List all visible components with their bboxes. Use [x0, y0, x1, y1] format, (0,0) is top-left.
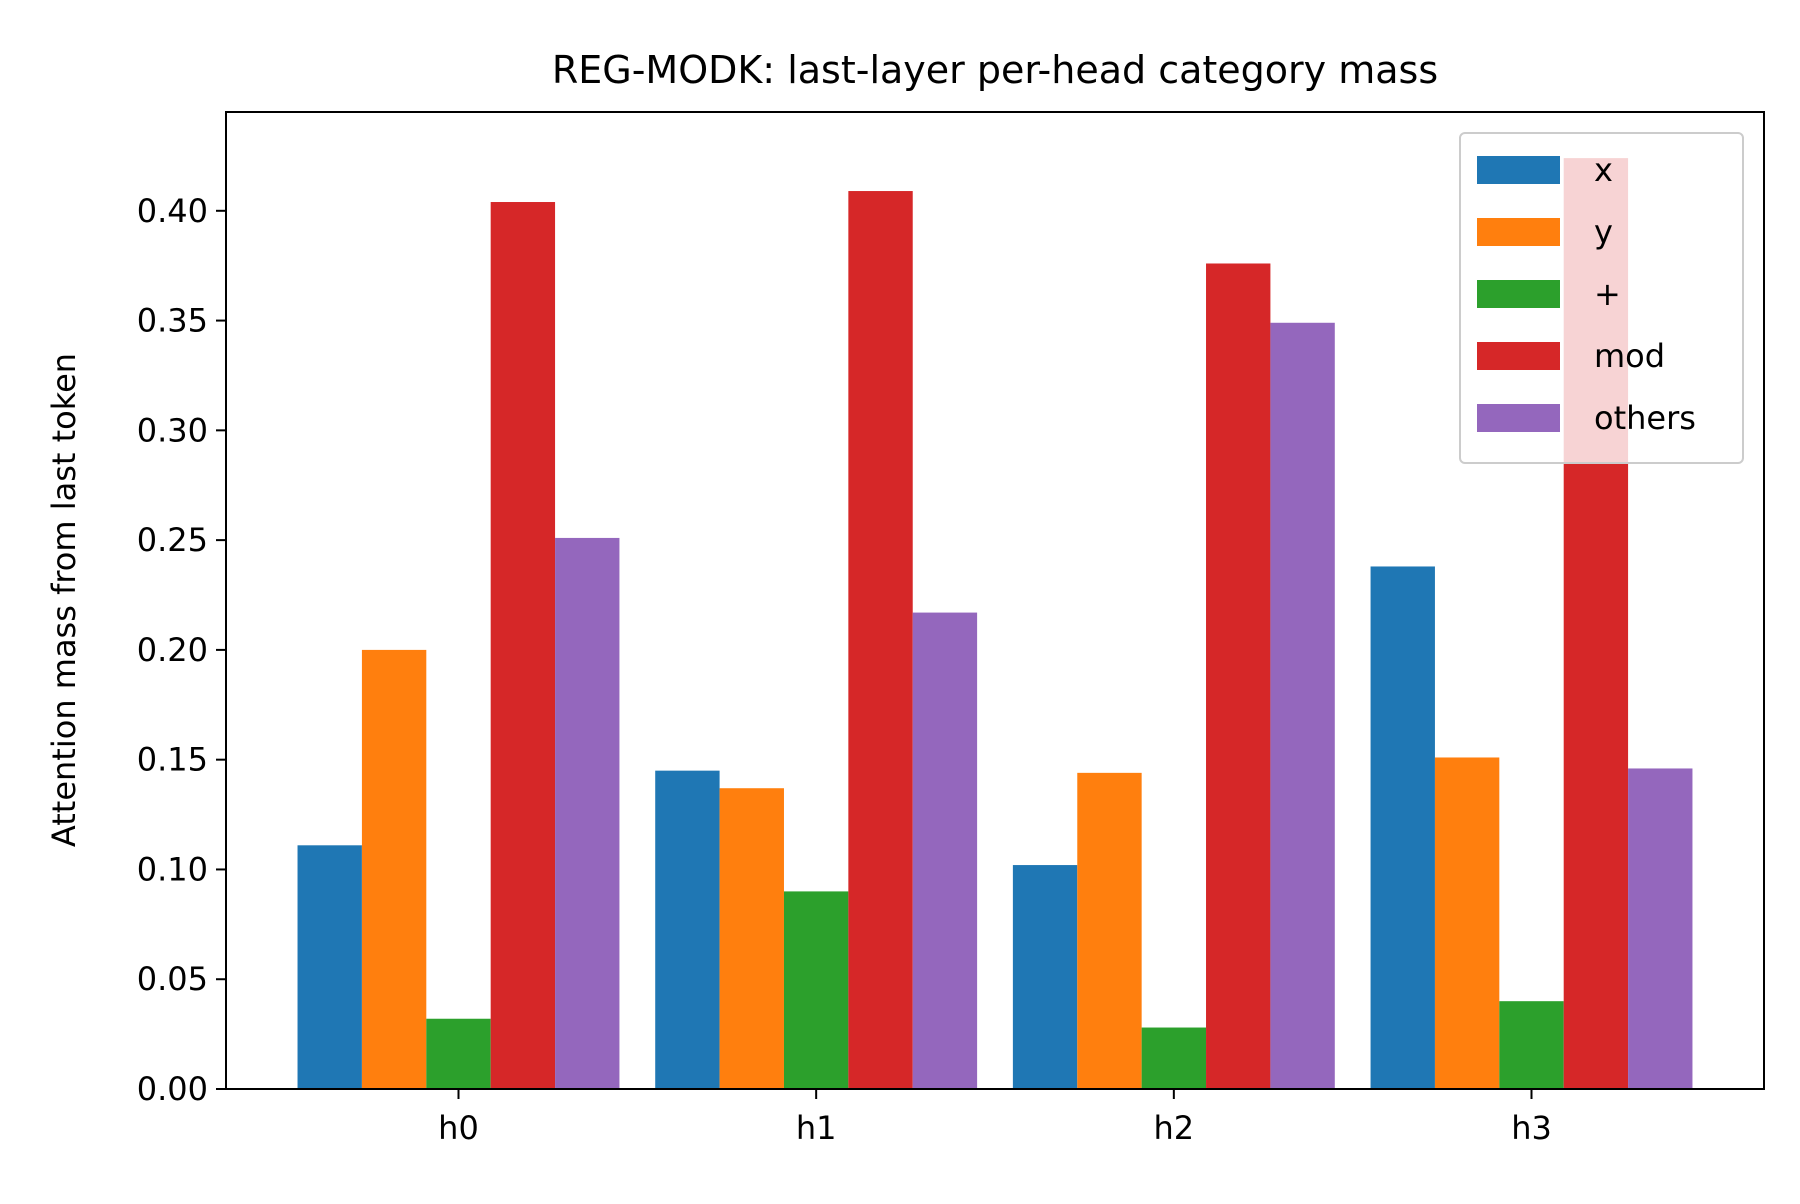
- y-tick-label: 0.20: [137, 631, 208, 669]
- legend-swatch-others: [1477, 404, 1560, 432]
- axes-frame: [225, 111, 1765, 1090]
- y-tick-label: 0.05: [137, 960, 208, 998]
- bar-mod-h0: [490, 202, 556, 1089]
- bar-others-h1: [912, 612, 978, 1089]
- x-tick-label: h1: [796, 1109, 837, 1147]
- legend-label-+: +: [1594, 275, 1621, 313]
- legend-label-mod: mod: [1594, 337, 1665, 375]
- bar-+-h3: [1499, 1001, 1564, 1089]
- bar-x-h1: [655, 770, 720, 1089]
- bar-mod-h2: [1206, 263, 1271, 1089]
- bar-y-h3: [1434, 757, 1500, 1089]
- y-axis-label: Attention mass from last token: [45, 353, 83, 847]
- bar-x-h3: [1370, 566, 1435, 1089]
- chart-title: REG-MODK: last-layer per-head category m…: [552, 48, 1438, 92]
- legend-swatch-x: [1477, 156, 1560, 184]
- legend-label-y: y: [1594, 213, 1613, 251]
- y-tick-label: 0.30: [137, 411, 208, 449]
- bar-y-h0: [361, 649, 427, 1089]
- y-tick-label: 0.25: [137, 521, 208, 559]
- legend-label-x: x: [1594, 151, 1613, 189]
- bars-layer: [297, 158, 1693, 1090]
- bar-+-h2: [1141, 1027, 1207, 1089]
- bar-x-h0: [297, 845, 362, 1089]
- y-tick-label: 0.35: [137, 302, 208, 340]
- bar-y-h2: [1077, 772, 1142, 1089]
- bar-others-h0: [555, 537, 620, 1089]
- legend-swatch-+: [1477, 280, 1560, 308]
- bar-others-h2: [1270, 322, 1335, 1089]
- bar-x-h2: [1012, 865, 1078, 1089]
- x-tick-label: h0: [438, 1109, 479, 1147]
- legend-swatch-mod: [1477, 342, 1560, 370]
- bar-others-h3: [1628, 768, 1693, 1089]
- legend-swatch-y: [1477, 218, 1560, 246]
- bar-y-h1: [719, 788, 784, 1089]
- legend: xy + mod others: [1459, 132, 1744, 464]
- bar-mod-h1: [848, 191, 913, 1090]
- y-tick-label: 0.00: [137, 1070, 208, 1108]
- bar-+-h1: [783, 891, 849, 1089]
- y-tick-label: 0.40: [137, 192, 208, 230]
- bar-+-h0: [426, 1018, 491, 1089]
- legend-label-others: others: [1594, 399, 1696, 437]
- legend-box: [1459, 132, 1744, 464]
- axes-layer: 0.00 0.05 0.10 0.15 0.20 0.25 0.30 0.35 0.40 h0 h1…: [137, 111, 1765, 1147]
- x-tick-label: h3: [1511, 1109, 1552, 1147]
- x-tick-label: h2: [1154, 1109, 1195, 1147]
- y-tick-label: 0.15: [137, 741, 208, 779]
- y-tick-label: 0.10: [137, 850, 208, 888]
